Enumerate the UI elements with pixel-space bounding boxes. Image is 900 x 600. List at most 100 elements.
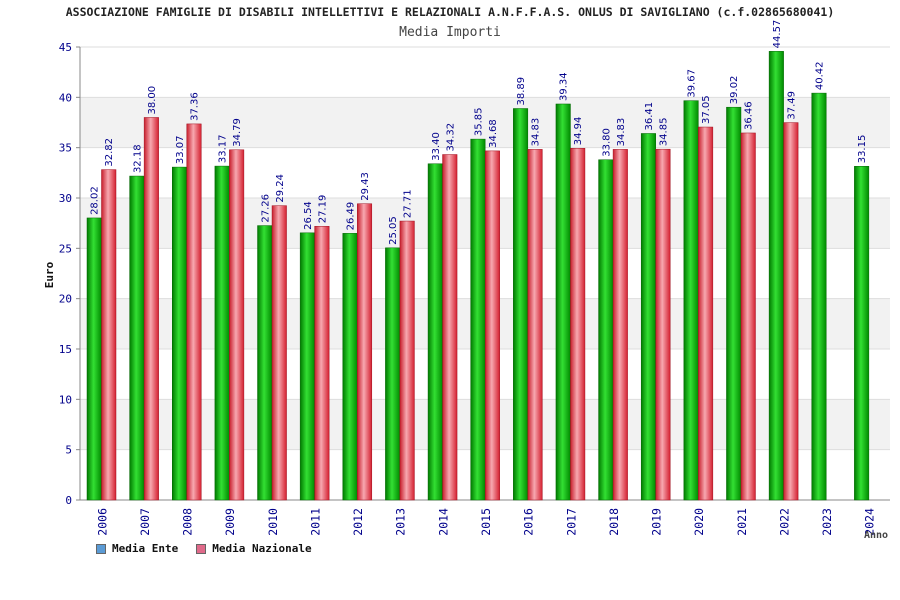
x-tick-label: 2014 <box>436 508 450 536</box>
x-tick-label: 2023 <box>820 508 834 536</box>
legend-item-nazionale: Media Nazionale <box>196 542 312 555</box>
legend-swatch-nazionale <box>196 543 207 554</box>
data-label-media-nazionale: 27.71 <box>403 189 414 218</box>
data-label-media-ente: 25.05 <box>388 216 399 245</box>
data-label-media-nazionale: 37.05 <box>701 95 712 124</box>
y-tick-label: 30 <box>59 192 72 205</box>
data-label-media-ente: 33.80 <box>601 128 612 157</box>
bar-media-nazionale <box>271 205 287 501</box>
data-label-media-nazionale: 37.36 <box>190 92 201 121</box>
data-label-media-ente: 44.57 <box>772 20 783 49</box>
x-tick-label: 2018 <box>607 508 621 536</box>
data-label-media-ente: 39.34 <box>559 72 570 101</box>
bar-media-ente <box>768 51 784 501</box>
data-label-media-ente: 33.15 <box>857 135 868 164</box>
data-label-media-nazionale: 38.00 <box>147 86 158 115</box>
data-label-media-ente: 39.67 <box>687 69 698 98</box>
x-tick-label: 2020 <box>692 508 706 536</box>
x-tick-label: 2009 <box>223 508 237 536</box>
bar-media-nazionale <box>143 117 159 501</box>
data-label-media-ente: 39.02 <box>729 76 740 105</box>
bar-media-ente <box>726 106 742 501</box>
bar-media-nazionale <box>357 203 373 501</box>
bar-media-nazionale <box>186 123 202 501</box>
bar-media-ente <box>470 138 486 501</box>
x-tick-label: 2024 <box>863 508 877 536</box>
x-tick-label: 2007 <box>138 508 152 536</box>
chart-title: ASSOCIAZIONE FAMIGLIE DI DISABILI INTELL… <box>65 5 835 19</box>
bar-media-nazionale <box>783 122 799 501</box>
bar-media-ente <box>257 225 273 501</box>
bar-media-nazionale <box>399 220 415 501</box>
bar-media-nazionale <box>101 169 117 501</box>
bar-media-ente <box>214 165 230 501</box>
x-tick-label: 2019 <box>650 508 664 536</box>
y-tick-label: 35 <box>59 142 72 155</box>
bar-media-nazionale <box>527 149 543 501</box>
bar-media-ente <box>299 232 315 501</box>
bar-media-ente <box>640 133 656 501</box>
data-label-media-ente: 26.49 <box>346 202 357 231</box>
x-tick-label: 2016 <box>522 508 536 536</box>
bar-media-nazionale <box>655 148 671 501</box>
data-label-media-nazionale: 34.85 <box>658 118 669 147</box>
x-tick-label: 2012 <box>351 508 365 536</box>
bar-media-ente <box>811 92 827 501</box>
bar-media-nazionale <box>314 226 330 501</box>
data-label-media-ente: 32.18 <box>132 144 143 173</box>
bar-media-ente <box>555 103 571 501</box>
chart-subtitle: Media Importi <box>399 25 501 40</box>
legend-label-nazionale: Media Nazionale <box>212 542 312 555</box>
bar-media-nazionale <box>612 149 628 501</box>
y-tick-label: 40 <box>59 91 72 104</box>
data-label-media-nazionale: 34.94 <box>573 117 584 146</box>
data-label-media-ente: 28.02 <box>90 186 101 215</box>
bar-media-nazionale <box>698 126 714 501</box>
data-label-media-nazionale: 29.24 <box>275 174 286 203</box>
x-tick-label: 2010 <box>266 508 280 536</box>
y-tick-label: 0 <box>65 494 72 507</box>
data-label-media-ente: 33.40 <box>431 132 442 161</box>
data-label-media-nazionale: 29.43 <box>360 172 371 201</box>
data-label-media-nazionale: 34.79 <box>232 118 243 147</box>
bar-media-ente <box>427 163 443 501</box>
legend-label-ente: Media Ente <box>112 542 179 555</box>
x-tick-label: 2011 <box>308 508 322 536</box>
bar-media-ente <box>172 166 188 501</box>
x-tick-label: 2022 <box>777 508 791 536</box>
x-tick-label: 2021 <box>735 508 749 536</box>
y-tick-label: 10 <box>59 393 72 406</box>
x-tick-label: 2017 <box>564 508 578 536</box>
bar-media-ente <box>86 217 102 501</box>
x-tick-label: 2008 <box>181 508 195 536</box>
data-label-media-nazionale: 27.19 <box>317 195 328 224</box>
data-label-media-ente: 40.42 <box>814 61 825 90</box>
bar-media-ente <box>683 100 699 501</box>
bar-media-nazionale <box>570 148 586 501</box>
legend-swatch-ente <box>96 543 106 554</box>
data-label-media-nazionale: 36.46 <box>744 101 755 130</box>
bar-media-nazionale <box>740 132 756 501</box>
y-tick-label: 5 <box>65 444 72 457</box>
x-tick-label: 2006 <box>95 508 109 536</box>
data-label-media-ente: 36.41 <box>644 102 655 131</box>
bar-media-ente <box>342 233 358 501</box>
y-axis-label: Euro <box>43 261 56 288</box>
y-tick-label: 25 <box>59 242 72 255</box>
data-label-media-ente: 35.85 <box>473 107 484 136</box>
data-label-media-ente: 33.07 <box>175 135 186 164</box>
data-label-media-ente: 26.54 <box>303 201 314 230</box>
data-label-media-nazionale: 34.83 <box>616 118 627 147</box>
bar-media-nazionale <box>229 149 245 501</box>
bar-media-ente <box>598 159 614 501</box>
data-label-media-nazionale: 32.82 <box>104 138 115 167</box>
bar-media-ente <box>385 247 401 501</box>
data-label-media-nazionale: 34.83 <box>531 118 542 147</box>
bar-media-ente <box>129 175 145 501</box>
legend-item-ente: Media Ente <box>96 542 178 555</box>
y-tick-label: 20 <box>59 293 72 306</box>
bar-media-nazionale <box>442 154 458 501</box>
y-tick-label: 15 <box>59 343 72 356</box>
